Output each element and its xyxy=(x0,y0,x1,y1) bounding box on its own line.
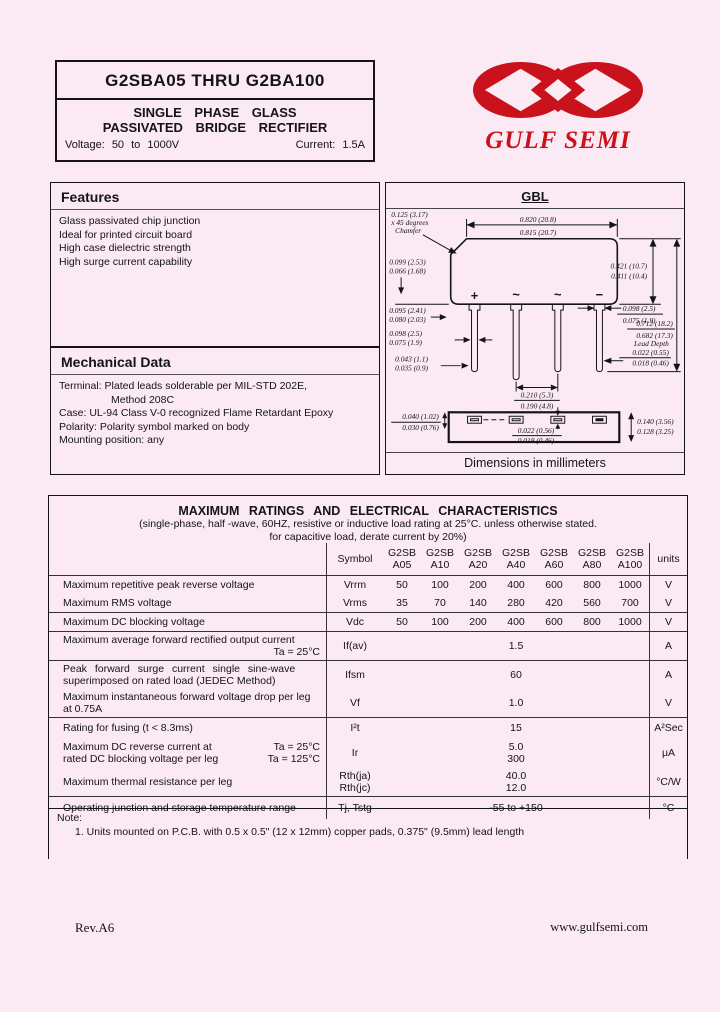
dim-lead-depth-max: 0.022 (0.55) xyxy=(632,348,669,357)
dim-total-height-min: 0.682 (17.3) xyxy=(636,331,673,340)
table-row-vrms: Maximum RMS voltage Vrms 35 70 140 280 420… xyxy=(49,594,687,613)
table-row-ifav: Maximum average forward rectified output… xyxy=(49,632,687,661)
col-symbol: Symbol xyxy=(337,552,373,565)
dim-lead-width-min: 0.075 (1.9) xyxy=(623,316,656,325)
dim-chamfer-label: Chamfer xyxy=(395,226,421,235)
part-header-box: G2SBA05 THRU G2BA100 SINGLE PHASE GLASS … xyxy=(55,60,375,162)
dim-top-width-min: 0.815 (20.7) xyxy=(520,228,557,237)
logo-text: GULF SEMI xyxy=(485,127,631,154)
dim-left3-max: 0.043 (1.1) xyxy=(395,355,428,364)
col-model: G2SB A60 xyxy=(539,546,568,572)
gulfsemi-logo-icon xyxy=(473,61,643,119)
table-row-tj: Operating junction and storage temperatu… xyxy=(49,797,687,819)
features-section: Features Glass passivated chip junction … xyxy=(50,182,380,347)
col-model: G2SB A05 xyxy=(387,546,416,572)
revision-label: Rev.A6 xyxy=(75,920,115,935)
mech-line: Terminal: Plated leads solderable per MI… xyxy=(59,380,308,392)
mechanical-data-section: Mechanical Data Terminal: Plated leads s… xyxy=(50,347,380,475)
table-title: MAXIMUM RATINGS AND ELECTRICAL CHARACTER… xyxy=(178,504,558,518)
subtitle-line2: PASSIVATED BRIDGE RECTIFIER xyxy=(102,120,328,135)
ratings-table: MAXIMUM RATINGS AND ELECTRICAL CHARACTER… xyxy=(48,495,688,819)
dim-body-thick-max: 0.140 (3.56) xyxy=(637,417,674,426)
table-row-vf: Maximum instantaneous forward voltage dr… xyxy=(49,689,687,718)
table-row-ifsm: Peak forward surge current single sine-w… xyxy=(49,661,687,689)
dim-lead-depth-min: 0.018 (0.46) xyxy=(632,359,669,368)
col-model: G2SB A100 xyxy=(615,546,644,572)
dim-body-thick-min: 0.128 (3.25) xyxy=(637,427,674,436)
dim-edge-gap-max: 0.099 (2.53) xyxy=(389,258,426,267)
feature-item: Ideal for printed circuit board xyxy=(59,228,193,241)
dim-lead-width-max: 0.098 (2.5) xyxy=(623,304,656,313)
col-units: units xyxy=(649,543,687,575)
dim-left2-max: 0.098 (2.5) xyxy=(389,329,422,338)
dim-lead-thick-min: 0.018 (0.46) xyxy=(518,436,555,445)
feature-item: Glass passivated chip junction xyxy=(59,215,201,227)
features-title: Features xyxy=(51,183,379,210)
plus-mark: + xyxy=(471,288,479,303)
subtitle-line1: SINGLE PHASE GLASS xyxy=(133,105,297,120)
ac-mark: ~ xyxy=(512,287,520,302)
table-row-i2t: Rating for fusing (t < 8.3ms) I²t 15 A²S… xyxy=(49,718,687,738)
dim-pitch-min: 0.190 (4.8) xyxy=(521,401,554,410)
table-subtitle-2: for capacitive load, derate current by 2… xyxy=(269,530,467,543)
dim-left3-min: 0.035 (0.9) xyxy=(395,364,428,373)
mech-line: Polarity: Polarity symbol marked on body xyxy=(59,420,250,433)
table-header-row: Symbol G2SB A05 G2SB A10 G2SB A20 G2SB A40 G… xyxy=(49,543,687,576)
ac-mark: ~ xyxy=(554,287,562,302)
table-row-vdc: Maximum DC blocking voltage Vdc 50 100 20… xyxy=(49,613,687,632)
dim-pitch-max: 0.210 (5.3) xyxy=(521,390,554,399)
col-model: G2SB A10 xyxy=(425,546,454,572)
dim-chamfer: 0.125 (3.17) xyxy=(391,210,428,219)
dim-standoff-min: 0.030 (0.76) xyxy=(402,423,439,432)
table-row-ir: Maximum DC reverse current at Ta = 25°C r… xyxy=(49,738,687,768)
company-logo: GULF SEMI xyxy=(448,56,668,155)
dim-body-height-min: 0.411 (10.4) xyxy=(611,271,647,280)
note-section: Note: 1. Units mounted on P.C.B. with 0.… xyxy=(48,809,688,859)
note-line-1: 1. Units mounted on P.C.B. with 0.5 x 0.… xyxy=(75,826,525,838)
dim-body-height-max: 0.421 (10.7) xyxy=(611,262,648,271)
dim-lead-thick-max: 0.022 (0.56) xyxy=(518,426,555,435)
dim-left1-max: 0.095 (2.41) xyxy=(389,306,426,315)
package-outline-drawing: + ~ ~ − 0.820 (20.8) 0.815 (20.7) 0.125 … xyxy=(389,210,681,445)
part-number-title: G2SBA05 THRU G2BA100 xyxy=(57,62,373,100)
mechanical-title: Mechanical Data xyxy=(51,348,379,375)
col-model: G2SB A80 xyxy=(577,546,606,572)
feature-item: High case dielectric strength xyxy=(59,242,191,254)
col-model: G2SB A20 xyxy=(463,546,492,572)
mech-line: Case: UL-94 Class V-0 recognized Flame R… xyxy=(59,407,334,419)
minus-mark: − xyxy=(596,287,604,302)
dim-lead-depth-label: Lead Depth xyxy=(633,339,669,348)
table-row-rth: Maximum thermal resistance per leg Rth(j… xyxy=(49,768,687,797)
mech-line: Mounting position: any xyxy=(59,434,165,446)
website-url: www.gulfsemi.com xyxy=(550,920,648,934)
dim-standoff-max: 0.040 (1.02) xyxy=(402,412,439,421)
package-diagram-box: GBL + ~ ~ − 0.820 (20.8) 0.815 (20.7) 0.… xyxy=(385,182,685,475)
dim-top-width-max: 0.820 (20.8) xyxy=(520,215,557,224)
dim-left2-min: 0.075 (1.9) xyxy=(389,338,422,347)
voltage-range: Voltage: 50 to 1000V xyxy=(65,139,180,151)
current-rating: Current: 1.5A xyxy=(295,139,365,151)
dim-total-height-max: 0.712 (18.2) xyxy=(636,319,673,328)
col-model: G2SB A40 xyxy=(501,546,530,572)
mech-line: Method 208C xyxy=(111,393,175,406)
dim-left1-min: 0.080 (2.03) xyxy=(389,315,426,324)
package-name: GBL xyxy=(386,183,684,209)
table-row-vrrm: Maximum repetitive peak reverse voltage … xyxy=(49,576,687,594)
note-label: Note: xyxy=(57,812,83,824)
dim-chamfer-angle: x 45 degrees xyxy=(390,218,428,227)
dim-edge-gap-min: 0.066 (1.68) xyxy=(389,266,426,275)
diagram-caption: Dimensions in millimeters xyxy=(386,452,684,473)
table-subtitle-1: (single-phase, half -wave, 60HZ, resisti… xyxy=(139,518,597,530)
feature-item: High surge current capability xyxy=(59,255,193,268)
